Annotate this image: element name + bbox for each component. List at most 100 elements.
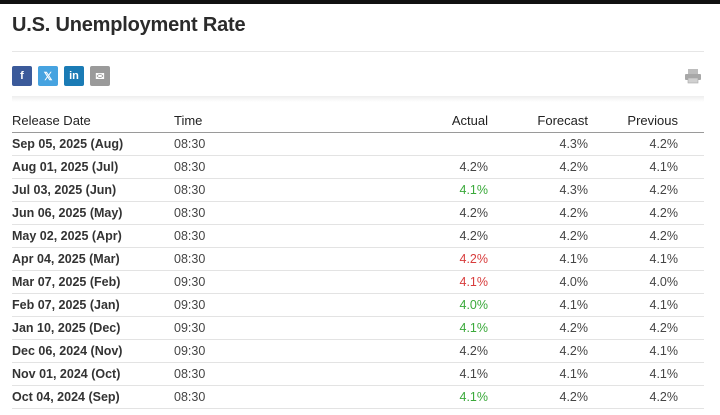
time-cell: 08:30: [174, 178, 384, 202]
table-row: Oct 04, 2024 (Sep) 08:30 4.1% 4.2% 4.2%: [12, 385, 704, 409]
table-row: May 02, 2025 (Apr) 08:30 4.2% 4.2% 4.2%: [12, 224, 704, 248]
row-spacer: [678, 132, 704, 156]
forecast-cell: 4.3%: [488, 178, 588, 202]
table-row: Dec 06, 2024 (Nov) 09:30 4.2% 4.2% 4.1%: [12, 339, 704, 363]
row-spacer: [678, 201, 704, 225]
previous-cell: 4.1%: [588, 339, 678, 363]
forecast-cell: 4.0%: [488, 270, 588, 294]
time-cell: 08:30: [174, 385, 384, 409]
previous-cell: 4.0%: [588, 270, 678, 294]
previous-cell: 4.2%: [588, 224, 678, 248]
table-row: Mar 07, 2025 (Feb) 09:30 4.1% 4.0% 4.0%: [12, 270, 704, 294]
page-title: U.S. Unemployment Rate: [12, 14, 246, 36]
table-row: Feb 07, 2025 (Jan) 09:30 4.0% 4.1% 4.1%: [12, 293, 704, 317]
table-header-row: Release Date Time Actual Forecast Previo…: [12, 108, 704, 133]
previous-cell: 4.1%: [588, 247, 678, 271]
release-date-cell: Nov 01, 2024 (Oct): [12, 362, 174, 386]
previous-cell: 4.2%: [588, 316, 678, 340]
table-row: Jul 03, 2025 (Jun) 08:30 4.1% 4.3% 4.2%: [12, 178, 704, 202]
forecast-cell: 4.1%: [488, 293, 588, 317]
release-date-cell: Feb 07, 2025 (Jan): [12, 293, 174, 317]
table-row: Aug 01, 2025 (Jul) 08:30 4.2% 4.2% 4.1%: [12, 155, 704, 179]
previous-cell: 4.1%: [588, 293, 678, 317]
row-spacer: [678, 385, 704, 409]
row-spacer: [678, 224, 704, 248]
time-cell: 09:30: [174, 316, 384, 340]
forecast-cell: 4.2%: [488, 385, 588, 409]
actual-cell: 4.1%: [384, 385, 488, 409]
release-date-cell: Aug 01, 2025 (Jul): [12, 155, 174, 179]
forecast-cell: 4.2%: [488, 201, 588, 225]
release-date-cell: Mar 07, 2025 (Feb): [12, 270, 174, 294]
forecast-cell: 4.3%: [488, 132, 588, 156]
previous-cell: 4.1%: [588, 155, 678, 179]
actual-cell: 4.1%: [384, 362, 488, 386]
time-cell: 09:30: [174, 270, 384, 294]
time-cell: 08:30: [174, 132, 384, 156]
release-date-cell: May 02, 2025 (Apr): [12, 224, 174, 248]
release-date-cell: Jul 03, 2025 (Jun): [12, 178, 174, 202]
share-twitter-icon[interactable]: 𝕏: [38, 66, 58, 86]
share-linkedin-icon[interactable]: in: [64, 66, 84, 86]
header-previous[interactable]: Previous: [588, 108, 678, 133]
row-spacer: [678, 339, 704, 363]
row-spacer: [678, 293, 704, 317]
forecast-cell: 4.1%: [488, 362, 588, 386]
table-row: Jun 06, 2025 (May) 08:30 4.2% 4.2% 4.2%: [12, 201, 704, 225]
row-spacer: [678, 178, 704, 202]
time-cell: 09:30: [174, 339, 384, 363]
actual-cell: 4.0%: [384, 293, 488, 317]
actual-cell: [384, 132, 488, 156]
header-spacer: [678, 108, 704, 133]
actual-cell: 4.2%: [384, 155, 488, 179]
actual-cell: 4.2%: [384, 247, 488, 271]
unemployment-history-table: Release Date Time Actual Forecast Previo…: [12, 108, 704, 409]
actual-cell: 4.2%: [384, 201, 488, 225]
table-row: Apr 04, 2025 (Mar) 08:30 4.2% 4.1% 4.1%: [12, 247, 704, 271]
row-spacer: [678, 247, 704, 271]
release-date-cell: Sep 05, 2025 (Aug): [12, 132, 174, 156]
release-date-cell: Oct 04, 2024 (Sep): [12, 385, 174, 409]
previous-cell: 4.2%: [588, 178, 678, 202]
forecast-cell: 4.2%: [488, 155, 588, 179]
table-row: Sep 05, 2025 (Aug) 08:30 4.3% 4.2%: [12, 132, 704, 156]
row-spacer: [678, 155, 704, 179]
print-icon[interactable]: [684, 67, 702, 85]
header-forecast[interactable]: Forecast: [488, 108, 588, 133]
actual-cell: 4.1%: [384, 270, 488, 294]
actual-cell: 4.1%: [384, 178, 488, 202]
release-date-cell: Dec 06, 2024 (Nov): [12, 339, 174, 363]
actual-cell: 4.1%: [384, 316, 488, 340]
previous-cell: 4.2%: [588, 385, 678, 409]
time-cell: 08:30: [174, 224, 384, 248]
time-cell: 08:30: [174, 362, 384, 386]
time-cell: 08:30: [174, 247, 384, 271]
release-date-cell: Jan 10, 2025 (Dec): [12, 316, 174, 340]
title-divider: [12, 51, 704, 52]
time-cell: 09:30: [174, 293, 384, 317]
share-email-icon[interactable]: ✉: [90, 66, 110, 86]
header-release-date[interactable]: Release Date: [12, 108, 174, 133]
actual-cell: 4.2%: [384, 339, 488, 363]
table-row: Jan 10, 2025 (Dec) 09:30 4.1% 4.2% 4.2%: [12, 316, 704, 340]
forecast-cell: 4.1%: [488, 247, 588, 271]
row-spacer: [678, 316, 704, 340]
forecast-cell: 4.2%: [488, 224, 588, 248]
release-date-cell: Apr 04, 2025 (Mar): [12, 247, 174, 271]
top-bar: [0, 0, 720, 4]
time-cell: 08:30: [174, 155, 384, 179]
actual-cell: 4.2%: [384, 224, 488, 248]
table-body: Sep 05, 2025 (Aug) 08:30 4.3% 4.2% Aug 01, 2…: [12, 132, 704, 409]
share-facebook-icon[interactable]: f: [12, 66, 32, 86]
time-cell: 08:30: [174, 201, 384, 225]
header-time[interactable]: Time: [174, 108, 384, 133]
forecast-cell: 4.2%: [488, 339, 588, 363]
header-actual[interactable]: Actual: [384, 108, 488, 133]
release-date-cell: Jun 06, 2025 (May): [12, 201, 174, 225]
toolbar-divider: [12, 96, 704, 102]
row-spacer: [678, 270, 704, 294]
previous-cell: 4.1%: [588, 362, 678, 386]
row-spacer: [678, 362, 704, 386]
previous-cell: 4.2%: [588, 201, 678, 225]
